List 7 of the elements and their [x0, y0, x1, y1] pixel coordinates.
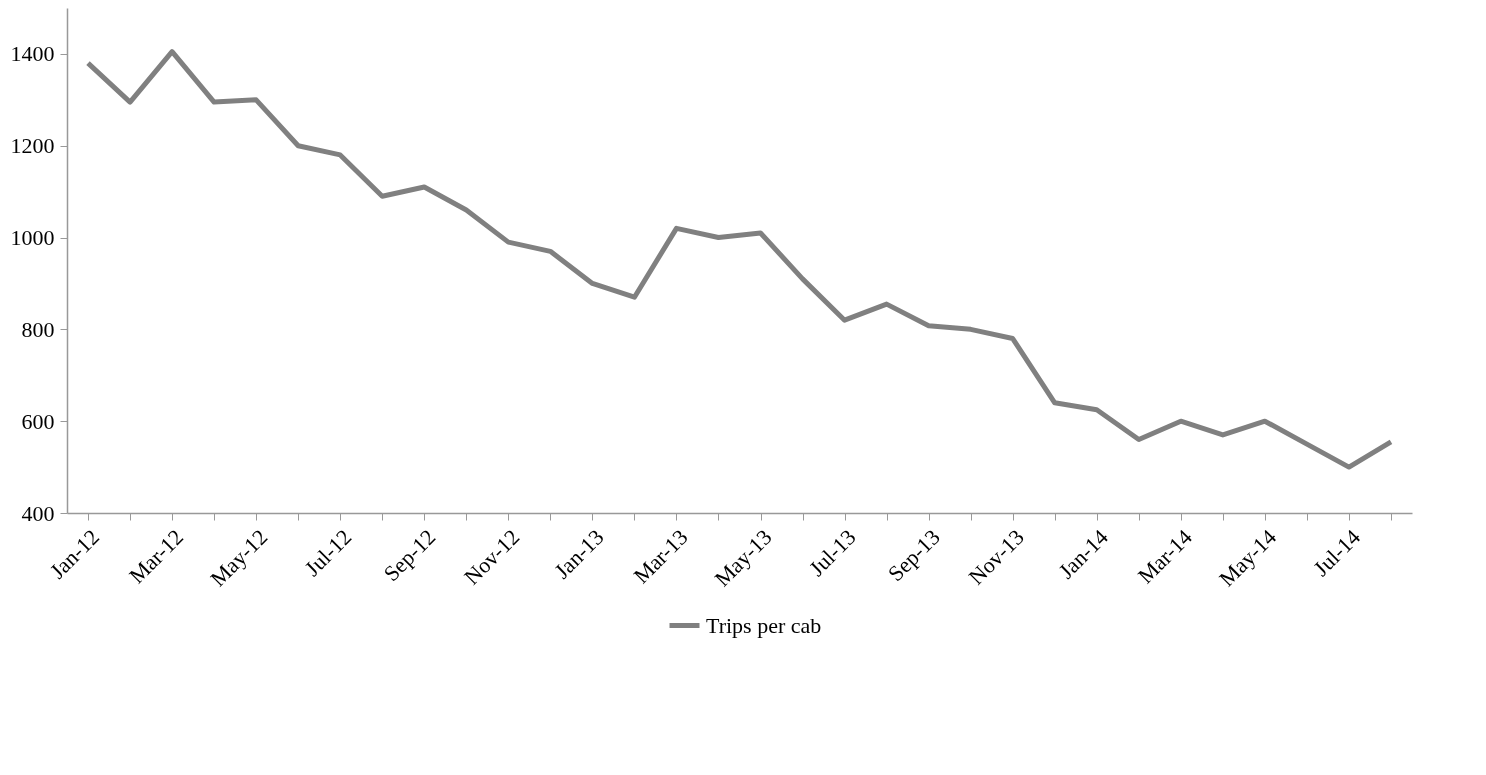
y-tick-label: 1400	[10, 41, 55, 67]
y-tick-label: 1200	[10, 133, 55, 159]
y-tick-label: 800	[21, 316, 55, 342]
y-tick-label: 1000	[10, 225, 55, 251]
legend-label: Trips per cab	[706, 612, 822, 638]
y-tick-label: 400	[21, 500, 55, 526]
y-tick-label: 600	[21, 408, 55, 434]
